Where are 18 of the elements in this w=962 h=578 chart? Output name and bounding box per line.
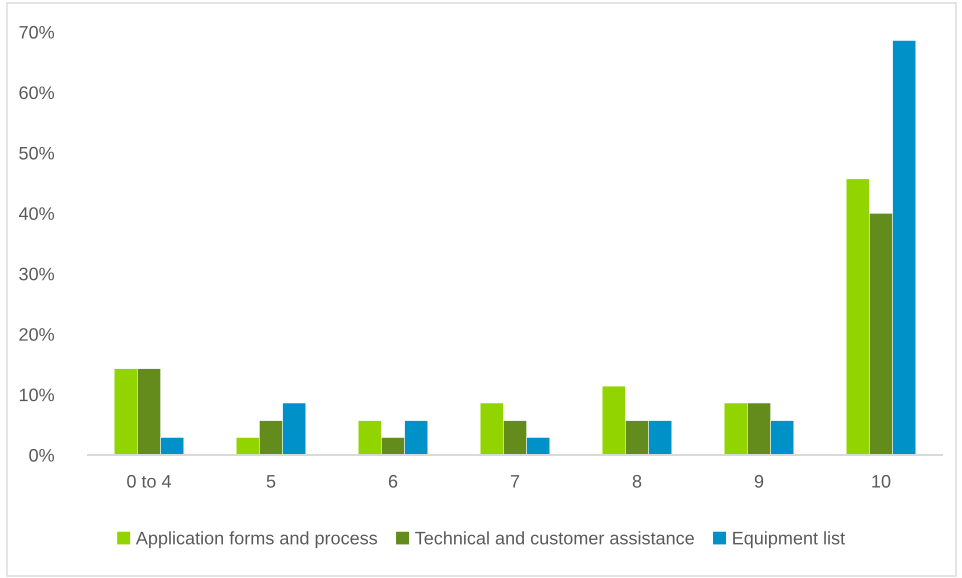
y-tick-label: 10% [20,388,54,402]
legend-label: Application forms and process [136,531,378,548]
x-tick-label: 10 [872,474,890,488]
legend-label: Technical and customer assistance [415,531,694,545]
y-tick-label: 60% [19,86,54,100]
legend-label: Equipment list [733,531,845,548]
x-tick-label: 9 [754,474,764,488]
x-tick-label: 5 [266,475,276,488]
x-tick-label: 0 to 4 [127,474,172,488]
y-tick-label: 50% [19,146,54,160]
y-tick-label: 20% [19,328,54,341]
x-tick-label: 6 [388,474,398,488]
y-tick-label: 70% [19,26,54,39]
x-tick-label: 8 [632,474,642,488]
y-tick-label: 0% [29,448,54,462]
y-tick-label: 40% [18,207,54,220]
x-tick-label: 7 [510,475,520,488]
y-tick-label: 30% [19,268,54,280]
